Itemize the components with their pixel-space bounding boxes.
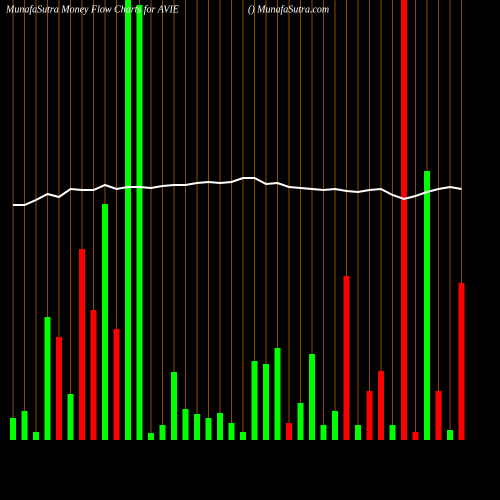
bar (33, 432, 39, 440)
bar (401, 0, 407, 440)
bar (67, 394, 74, 440)
money-flow-line (13, 177, 462, 206)
bar (148, 433, 154, 440)
marks (10, 0, 465, 440)
bar (90, 310, 97, 440)
bar (366, 391, 373, 440)
bar (251, 361, 258, 440)
bar (274, 348, 281, 440)
bar (389, 425, 396, 440)
bar (332, 411, 338, 440)
bar (10, 418, 16, 440)
bar (217, 413, 223, 440)
bar (194, 414, 200, 440)
bar (286, 423, 292, 440)
bar (182, 409, 189, 440)
bar (343, 276, 350, 440)
bar (44, 317, 51, 440)
bar (355, 425, 361, 440)
bar (205, 418, 212, 440)
bar (297, 403, 304, 440)
bar (435, 391, 442, 440)
bar (125, 0, 131, 440)
bar (320, 425, 327, 440)
bar (263, 364, 269, 440)
chart-title: MunafaSutra Money Flow Charts for AVIE (5, 4, 179, 15)
bar (412, 432, 419, 440)
bar (240, 432, 246, 440)
bar (21, 411, 28, 440)
bar (378, 371, 384, 440)
chart-subtitle: () MunafaSutra.com (248, 4, 329, 15)
bar (424, 171, 430, 440)
bar (171, 372, 177, 440)
bar (113, 329, 120, 440)
bar (458, 283, 465, 440)
bar (159, 425, 166, 440)
bar (136, 5, 143, 440)
bar (56, 337, 62, 440)
bar (79, 249, 85, 440)
bar (102, 204, 108, 440)
bar (228, 423, 235, 440)
bar (447, 430, 453, 440)
bar (309, 354, 315, 440)
